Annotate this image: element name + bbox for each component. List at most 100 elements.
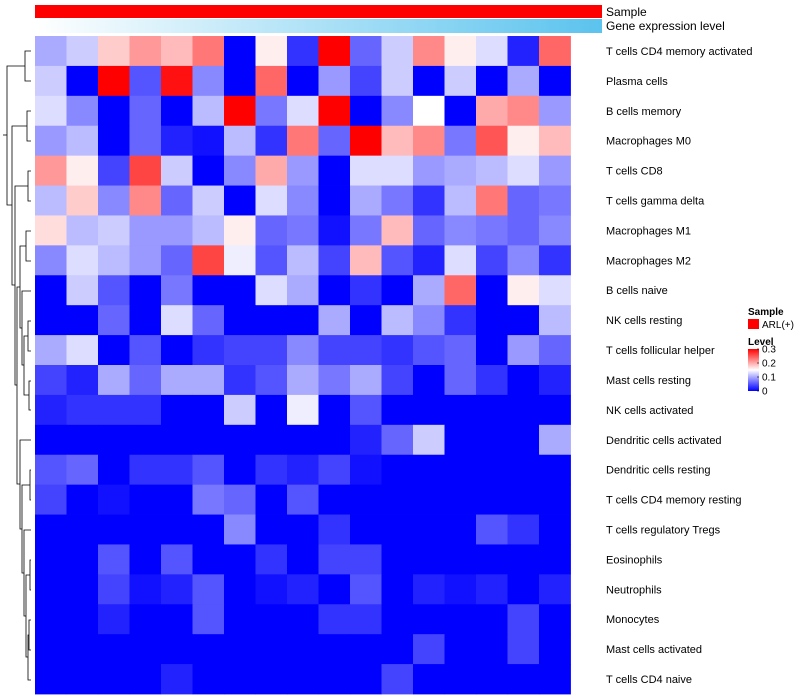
heatmap-cell (129, 634, 162, 665)
heatmap-cell (507, 454, 540, 486)
heatmap-cell (413, 544, 445, 575)
heatmap-cell (287, 185, 319, 216)
heatmap-cell (98, 544, 130, 575)
dendrogram-link (21, 484, 30, 574)
heatmap-cell (66, 335, 99, 366)
dendrogram-link (21, 290, 31, 366)
heatmap-cell (255, 155, 288, 186)
heatmap-cell (318, 155, 351, 186)
heatmap-cell (161, 155, 193, 186)
heatmap-cell (129, 664, 162, 695)
heatmap-cell (507, 335, 540, 366)
heatmap-cell (161, 125, 193, 157)
heatmap-cell (66, 155, 99, 186)
heatmap-cell (287, 36, 319, 67)
dendrogram-link (11, 125, 27, 286)
heatmap-cell (224, 215, 256, 246)
heatmap-cell (287, 514, 319, 545)
heatmap-cell (287, 484, 319, 515)
heatmap-cell (129, 424, 162, 456)
heatmap-cell (192, 634, 225, 665)
heatmap-cell (507, 125, 540, 157)
row-label: T cells CD4 naive (606, 674, 692, 686)
heatmap-cell (476, 664, 508, 695)
heatmap-cell (129, 604, 162, 635)
heatmap-cell (192, 125, 225, 157)
heatmap-cell (507, 36, 540, 67)
heatmap-cell (444, 365, 477, 396)
heatmap-cell (476, 544, 508, 575)
heatmap-cell (287, 634, 319, 665)
heatmap-cell (413, 394, 445, 426)
dendrogram-link (29, 469, 31, 501)
heatmap-cell (507, 424, 540, 456)
heatmap-cell (476, 604, 508, 635)
row-label: T cells CD8 (606, 166, 663, 178)
heatmap-cell (161, 36, 193, 67)
dendrogram-link (6, 65, 25, 206)
heatmap-cell (98, 95, 130, 127)
heatmap-cell (444, 514, 477, 545)
heatmap-cell (255, 185, 288, 216)
heatmap-cell (381, 484, 414, 515)
heatmap-cell (35, 394, 67, 426)
heatmap-cell (35, 185, 67, 216)
heatmap-cell (476, 125, 508, 157)
row-dendrogram (3, 50, 31, 681)
heatmap-cell (255, 544, 288, 575)
heatmap-cell (350, 454, 382, 486)
legend-tick-label: 0.1 (762, 373, 776, 384)
heatmap-cell (192, 514, 225, 545)
heatmap-cell (381, 95, 414, 127)
heatmap-cell (350, 664, 382, 695)
dendrogram-link (29, 559, 31, 591)
heatmap-cell (350, 95, 382, 127)
heatmap-cell (192, 36, 225, 67)
heatmap-cell (287, 335, 319, 366)
heatmap-cell (66, 245, 99, 276)
heatmap-cell (444, 95, 477, 127)
heatmap-cell (539, 305, 571, 336)
heatmap-cell (413, 65, 445, 97)
heatmap-cell (161, 454, 193, 486)
heatmap-cell (66, 36, 99, 67)
heatmap-cell (413, 215, 445, 246)
heatmap-cell (476, 215, 508, 246)
heatmap-cell (350, 484, 382, 515)
row-label: Macrophages M0 (606, 136, 691, 148)
heatmap-cell (66, 365, 99, 396)
heatmap-cell (66, 185, 99, 216)
heatmap-cell (224, 634, 256, 665)
heatmap-cell (129, 95, 162, 127)
row-label: Mast cells resting (606, 375, 691, 387)
heatmap-cell (35, 125, 67, 157)
heatmap-cell (413, 185, 445, 216)
dendrogram-link (14, 185, 28, 386)
heatmap-cell (98, 454, 130, 486)
dendrogram-link (26, 110, 31, 142)
heatmap-cell (66, 275, 99, 306)
heatmap-cell (413, 574, 445, 605)
heatmap-cell (444, 245, 477, 276)
heatmap-cell (192, 484, 225, 515)
heatmap-cell (35, 604, 67, 635)
heatmap-cell (98, 365, 130, 396)
heatmap-cell (318, 484, 351, 515)
heatmap-cell (381, 36, 414, 67)
heatmap-cell (381, 574, 414, 605)
heatmap-cell (287, 305, 319, 336)
heatmap-cell (476, 454, 508, 486)
heatmap-cell (161, 514, 193, 545)
heatmap-cell (381, 544, 414, 575)
dendrogram-link (16, 286, 20, 485)
heatmap-cell (350, 275, 382, 306)
heatmap-cell (318, 275, 351, 306)
heatmap-cell (66, 65, 99, 97)
heatmap-cell (539, 664, 571, 695)
heatmap-cell (224, 275, 256, 306)
heatmap-cell (444, 604, 477, 635)
heatmap-cell (224, 185, 256, 216)
heatmap-cell (539, 335, 571, 366)
legend-tick-label: 0.3 (762, 345, 776, 356)
